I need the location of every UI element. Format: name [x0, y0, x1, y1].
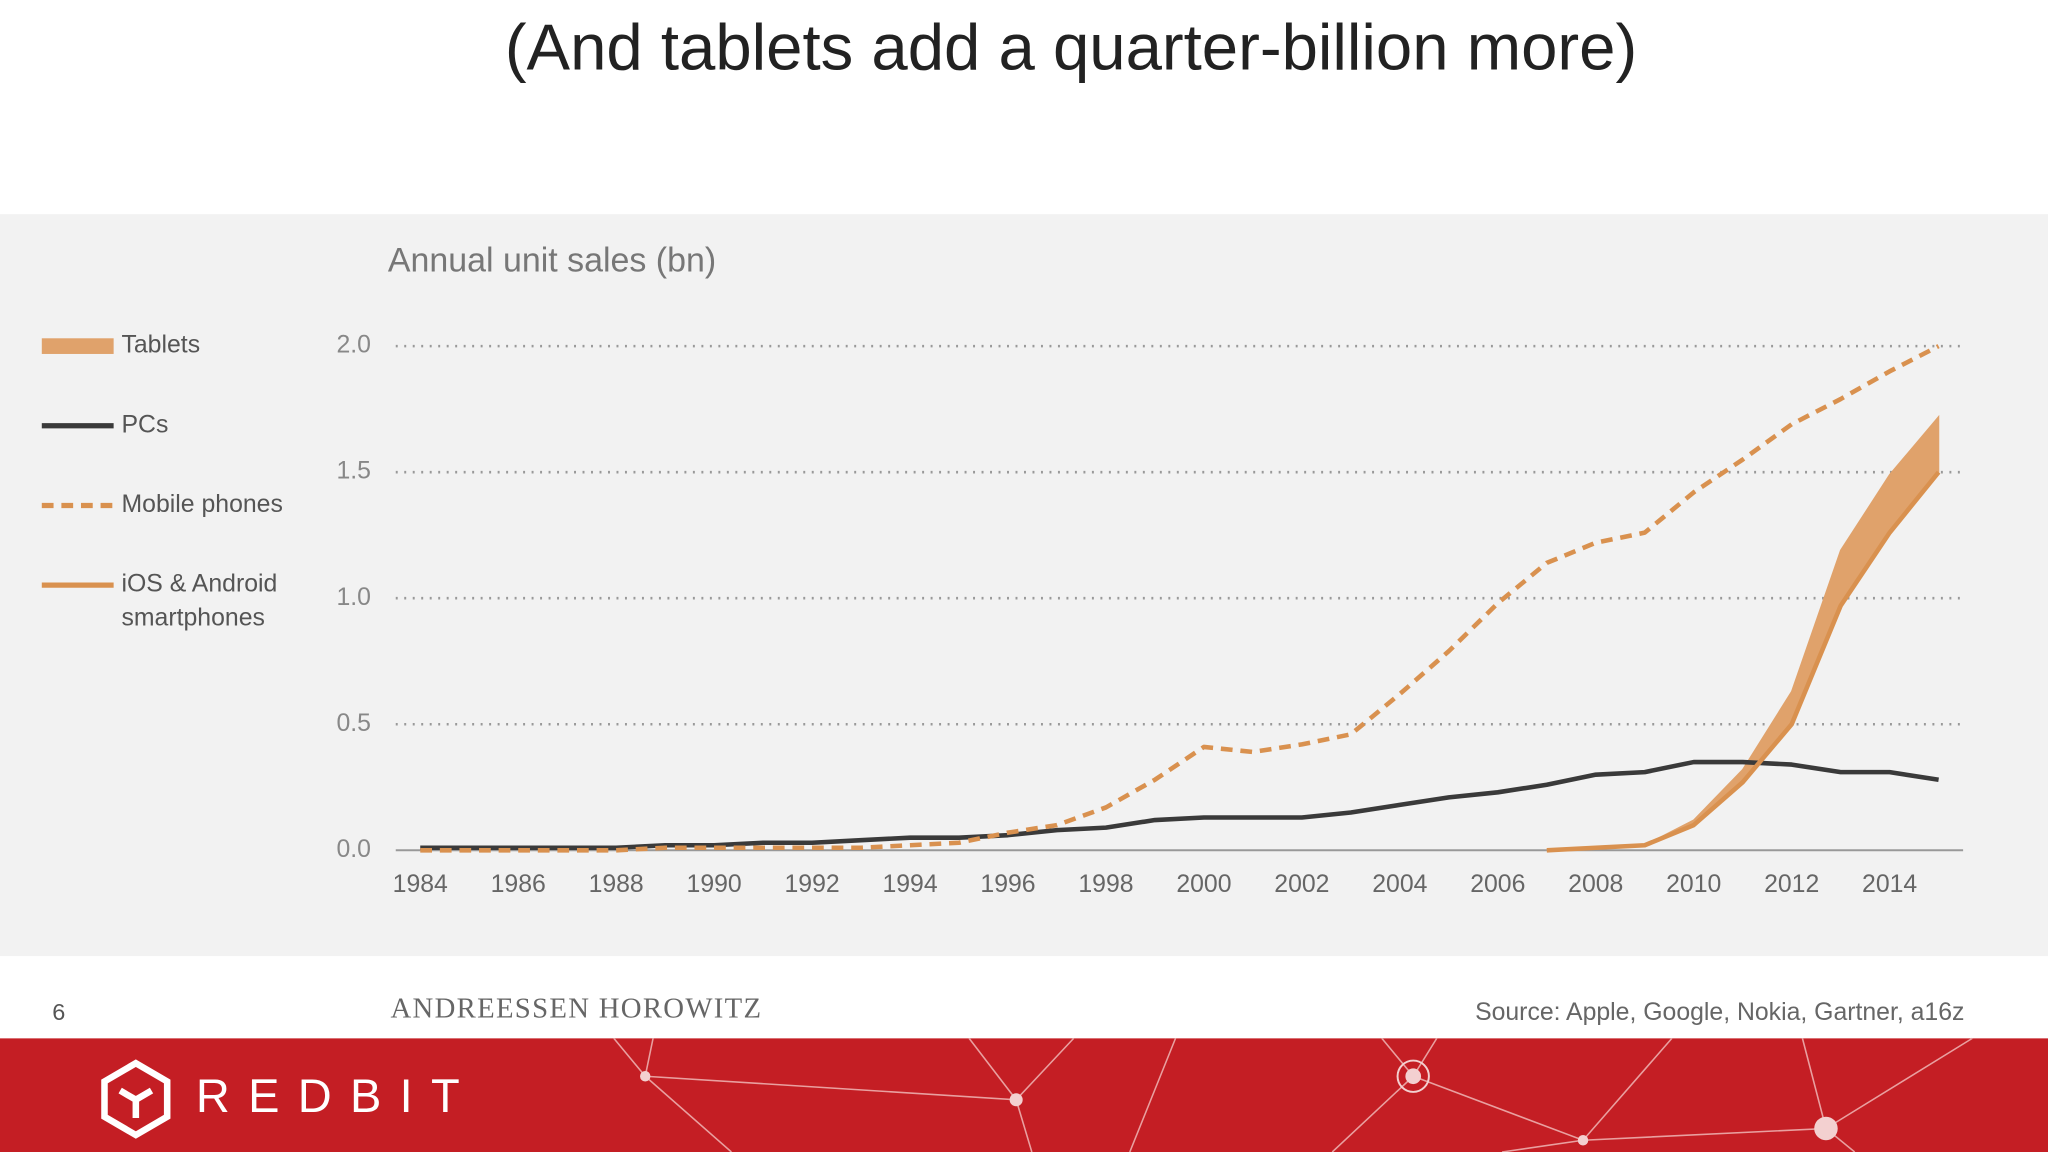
chart-title: Annual unit sales (bn) — [388, 241, 716, 279]
x-tick-label: 1992 — [784, 871, 839, 898]
x-tick-label: 2014 — [1862, 871, 1917, 898]
y-tick-label: 0.0 — [336, 836, 370, 863]
x-tick-label: 2000 — [1176, 871, 1231, 898]
legend-label: Tablets — [121, 331, 201, 360]
legend-swatch — [41, 338, 114, 354]
plot: 0.0 0.5 1.0 1.5 2.0 1984 1986 1988 1990 1992 1994 1… — [41, 331, 1964, 898]
legend-label: PCs — [121, 411, 169, 439]
x-tick-label: 1994 — [882, 871, 937, 898]
x-tick-label: 1998 — [1078, 871, 1133, 898]
x-tick-label: 1996 — [980, 871, 1035, 898]
legend-entry: iOS & Android smartphones — [121, 570, 278, 633]
legend-label: Mobile phones — [121, 491, 283, 519]
x-tick-label: 2004 — [1372, 871, 1427, 898]
heading: (And tablets add a quarter-billion more) — [505, 10, 1637, 83]
source: Source: Apple, Google, Nokia, Gartner, a… — [1475, 999, 1964, 1026]
x-tick-label: 2008 — [1568, 871, 1623, 898]
x-tick-label: 1986 — [491, 871, 546, 898]
y-tick-label: 1.0 — [336, 584, 370, 611]
series-line — [420, 759, 1939, 851]
x-tick-label: 1988 — [589, 871, 644, 898]
series-line — [1546, 470, 1941, 853]
x-tick-label: 2010 — [1666, 871, 1721, 898]
x-tick-label: 1990 — [687, 871, 742, 898]
legend-entry: PCs — [121, 411, 169, 439]
footer-band — [0, 1038, 2048, 1152]
legend-entry: Tablets — [121, 331, 201, 360]
x-tick-label: 2012 — [1764, 871, 1819, 898]
x-tick-label: 2002 — [1274, 871, 1329, 898]
y-tick-label: 1.5 — [336, 458, 370, 485]
logo-text: REDBIT — [196, 1069, 478, 1122]
legend-label: iOS & Android smartphones — [121, 570, 278, 633]
network-ring — [1396, 1059, 1430, 1093]
x-tick-label: 1984 — [393, 871, 448, 898]
legend-entry: Mobile phones — [121, 491, 283, 519]
network-nodes — [640, 1068, 1838, 1146]
y-tick-label: 0.5 — [336, 710, 370, 737]
brand: ANDREESSEN HOROWITZ — [391, 993, 763, 1025]
x-tick-label: 2006 — [1470, 871, 1525, 898]
page-number: 6 — [52, 999, 65, 1025]
y-tick-label: 2.0 — [336, 332, 370, 359]
logo-icon — [101, 1059, 171, 1139]
